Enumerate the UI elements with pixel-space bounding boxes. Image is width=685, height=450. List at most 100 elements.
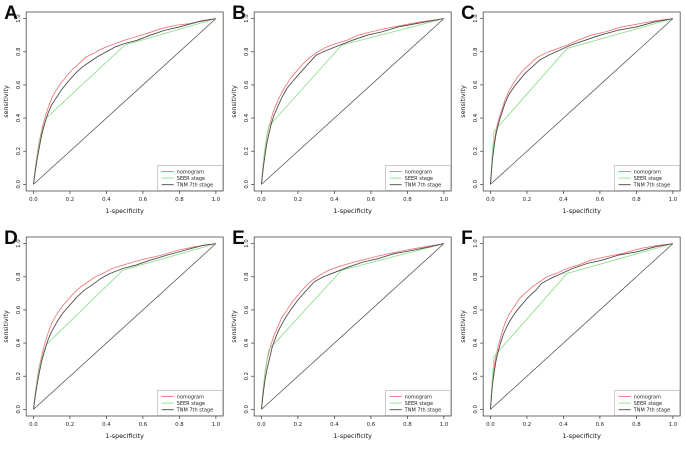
roc-panel-c: 0.0 0.2 0.4 0.6 0.8 1.0 0.0 0.2 0.4 0.6 0.8 1.0 1-sp… <box>457 0 685 225</box>
y-tick-label: 0.6 <box>473 80 479 89</box>
x-tick-label: 1.0 <box>212 422 221 428</box>
legend-label: TNM 7th stage <box>176 183 213 189</box>
x-tick-label: 0.2 <box>522 197 531 203</box>
x-tick-label: 1.0 <box>668 197 677 203</box>
y-tick-label: 0.2 <box>16 372 22 381</box>
y-tick-label: 0.8 <box>244 47 250 56</box>
y-axis: 0.0 0.2 0.4 0.6 0.8 1.0 <box>473 14 483 189</box>
y-tick-label: 0.0 <box>473 180 479 189</box>
y-tick-label: 0.0 <box>16 180 22 189</box>
panel-letter-e: E <box>232 228 245 249</box>
y-axis: 0.0 0.2 0.4 0.6 0.8 1.0 <box>16 14 27 189</box>
y-tick-label: 0.4 <box>16 338 22 347</box>
y-axis: 0.0 0.2 0.4 0.6 0.8 1.0 <box>244 239 255 414</box>
x-tick-label: 0.4 <box>559 422 568 428</box>
reference-diagonal-line <box>261 243 445 410</box>
roc-chart-e: 0.0 0.2 0.4 0.6 0.8 1.0 0.0 0.2 0.4 0.6 0.8 1.0 1-sp… <box>230 228 452 440</box>
legend-label: SEER stage <box>633 176 661 182</box>
roc-chart-a: 0.0 0.2 0.4 0.6 0.8 1.0 0.0 0.2 0.4 0.6 0.8 1.0 1-sp… <box>2 3 224 215</box>
legend-label: SEER stage <box>633 401 661 407</box>
y-axis-title: sensitivity <box>230 85 238 118</box>
y-axis-title: sensitivity <box>2 85 10 118</box>
x-tick-label: 0.4 <box>330 197 339 203</box>
roc-curve-seer-stage <box>261 243 445 410</box>
x-tick-label: 0.0 <box>29 422 38 428</box>
x-tick-label: 0.4 <box>102 197 111 203</box>
roc-panel-d: 0.0 0.2 0.4 0.6 0.8 1.0 0.0 0.2 0.4 0.6 0.8 1.0 1-sp… <box>0 225 228 450</box>
x-tick-label: 0.4 <box>559 197 568 203</box>
x-tick-label: 0.8 <box>175 422 184 428</box>
y-tick-label: 0.6 <box>16 80 22 89</box>
y-tick-label: 0.4 <box>473 113 479 122</box>
x-axis: 0.0 0.2 0.4 0.6 0.8 1.0 <box>486 416 677 428</box>
y-tick-label: 0.0 <box>244 180 250 189</box>
y-tick-label: 0.4 <box>244 338 250 347</box>
x-tick-label: 0.0 <box>29 197 38 203</box>
y-tick-label: 1.0 <box>244 239 250 248</box>
x-tick-label: 0.6 <box>139 422 148 428</box>
y-axis: 0.0 0.2 0.4 0.6 0.8 1.0 <box>244 14 255 189</box>
y-tick-label: 0.6 <box>244 80 250 89</box>
legend-label: nomogram <box>405 169 432 175</box>
roc-curve-nomogram <box>33 243 216 410</box>
x-tick-label: 0.0 <box>486 422 495 428</box>
roc-curve-tnm-7th-stage <box>33 18 216 185</box>
legend-label: TNM 7th stage <box>404 183 441 189</box>
legend-label: nomogram <box>633 169 660 175</box>
x-tick-label: 0.2 <box>66 422 75 428</box>
x-tick-label: 0.4 <box>330 422 339 428</box>
y-axis-title: sensitivity <box>230 310 238 343</box>
x-tick-label: 0.2 <box>522 422 531 428</box>
legend-label: TNM 7th stage <box>632 183 669 189</box>
roc-panel-b: 0.0 0.2 0.4 0.6 0.8 1.0 0.0 0.2 0.4 0.6 0.8 1.0 1-sp… <box>228 0 456 225</box>
legend-label: TNM 7th stage <box>632 408 669 414</box>
y-tick-label: 1.0 <box>16 239 22 248</box>
y-tick-label: 0.2 <box>473 147 479 156</box>
y-tick-label: 0.2 <box>16 147 22 156</box>
x-tick-label: 0.8 <box>632 422 641 428</box>
reference-diagonal-line <box>489 243 673 410</box>
legend-label: nomogram <box>633 394 660 400</box>
x-tick-label: 0.0 <box>257 422 266 428</box>
y-axis: 0.0 0.2 0.4 0.6 0.8 1.0 <box>473 239 483 414</box>
y-tick-label: 0.0 <box>473 405 479 414</box>
x-tick-label: 0.8 <box>632 197 641 203</box>
y-tick-label: 0.0 <box>16 405 22 414</box>
x-tick-label: 1.0 <box>212 197 221 203</box>
legend-label: SEER stage <box>177 401 205 407</box>
roc-chart-c: 0.0 0.2 0.4 0.6 0.8 1.0 0.0 0.2 0.4 0.6 0.8 1.0 1-sp… <box>459 3 681 215</box>
x-tick-label: 0.8 <box>175 197 184 203</box>
y-axis: 0.0 0.2 0.4 0.6 0.8 1.0 <box>16 239 27 414</box>
roc-curve-tnm-7th-stage <box>261 18 445 185</box>
roc-curve-tnm-7th-stage <box>489 18 673 185</box>
roc-chart-d: 0.0 0.2 0.4 0.6 0.8 1.0 0.0 0.2 0.4 0.6 0.8 1.0 1-sp… <box>2 228 224 440</box>
roc-curve-nomogram <box>33 18 216 185</box>
reference-diagonal-line <box>261 18 445 185</box>
x-tick-label: 0.6 <box>367 422 376 428</box>
roc-curve-nomogram <box>489 243 673 410</box>
legend-label: SEER stage <box>405 401 433 407</box>
x-axis: 0.0 0.2 0.4 0.6 0.8 1.0 <box>29 416 221 428</box>
roc-chart-f: 0.0 0.2 0.4 0.6 0.8 1.0 0.0 0.2 0.4 0.6 0.8 1.0 1-sp… <box>459 228 681 440</box>
x-axis-title: 1-specificity <box>105 432 144 440</box>
y-axis-title: sensitivity <box>459 310 467 343</box>
reference-diagonal-line <box>33 243 217 410</box>
x-axis: 0.0 0.2 0.4 0.6 0.8 1.0 <box>257 191 449 203</box>
y-tick-label: 0.6 <box>244 305 250 314</box>
roc-panel-a: 0.0 0.2 0.4 0.6 0.8 1.0 0.0 0.2 0.4 0.6 0.8 1.0 1-sp… <box>0 0 228 225</box>
legend-label: TNM 7th stage <box>404 408 441 414</box>
legend-label: nomogram <box>405 394 432 400</box>
legend-label: SEER stage <box>405 176 433 182</box>
y-tick-label: 0.6 <box>473 305 479 314</box>
x-axis: 0.0 0.2 0.4 0.6 0.8 1.0 <box>486 191 677 203</box>
y-tick-label: 1.0 <box>16 14 22 23</box>
roc-panel-e: 0.0 0.2 0.4 0.6 0.8 1.0 0.0 0.2 0.4 0.6 0.8 1.0 1-sp… <box>228 225 456 450</box>
x-tick-label: 0.6 <box>595 422 604 428</box>
legend-label: TNM 7th stage <box>176 408 213 414</box>
reference-diagonal-line <box>33 18 217 185</box>
roc-curve-tnm-7th-stage <box>261 243 445 410</box>
